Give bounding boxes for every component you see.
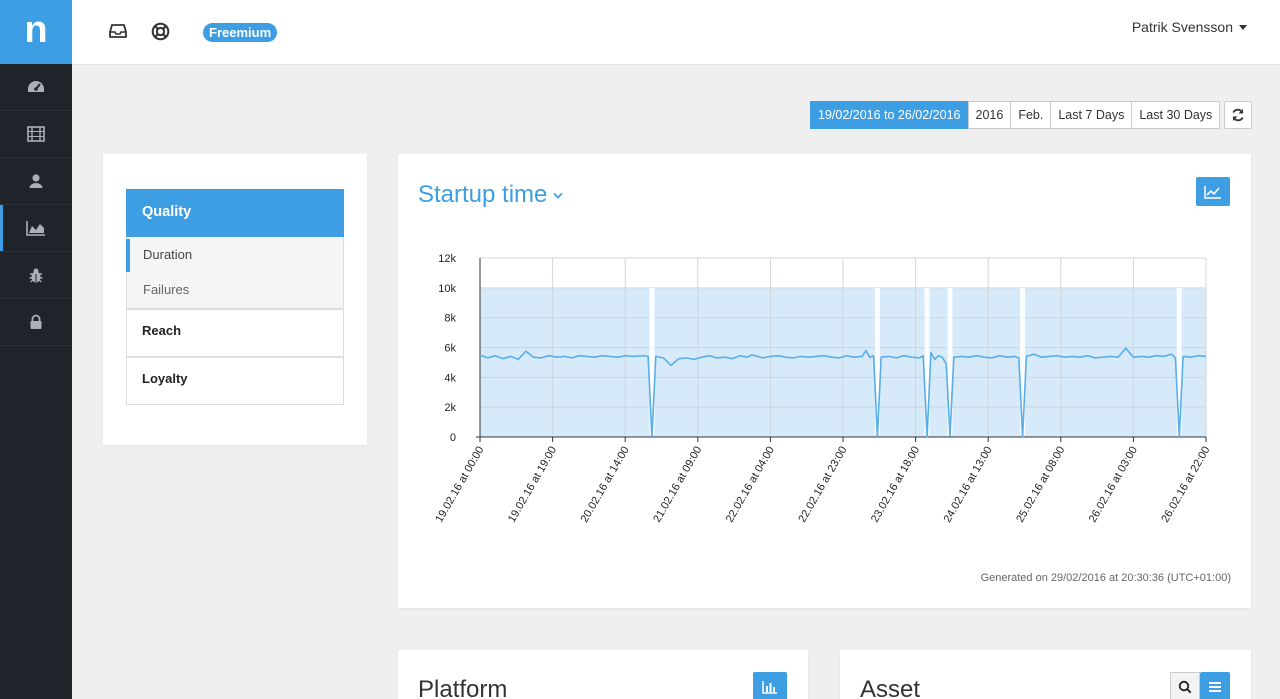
- dashboard-icon: [28, 81, 44, 92]
- date-range-selector: 19/02/2016 to 26/02/2016 2016 Feb. Last …: [810, 101, 1253, 129]
- menu-item-duration[interactable]: Duration: [126, 237, 343, 272]
- range-option-last-7-days[interactable]: Last 7 Days: [1050, 101, 1133, 129]
- x-tick-label: 25.02.16 at 08:00: [1014, 445, 1067, 525]
- y-tick-label: 10k: [438, 283, 456, 295]
- help-button[interactable]: [150, 21, 170, 41]
- inbox-icon: [109, 24, 127, 38]
- search-icon: [1178, 680, 1192, 694]
- x-tick-label: 22.02.16 at 04:00: [724, 445, 777, 525]
- user-name: Patrik Svensson: [1131, 19, 1233, 35]
- x-tick-label: 19.02.16 at 00:00: [433, 445, 486, 525]
- menu-item-failures[interactable]: Failures: [143, 282, 190, 297]
- y-tick-label: 0: [450, 432, 456, 444]
- band-gap: [924, 287, 930, 435]
- y-tick-label: 8k: [444, 313, 456, 325]
- sidebar-item-dashboard[interactable]: [0, 64, 72, 111]
- band-gap: [1176, 287, 1182, 435]
- y-tick-label: 2k: [444, 402, 456, 414]
- chart-title-dropdown[interactable]: Startup time: [418, 181, 564, 209]
- list-icon: [1209, 682, 1221, 692]
- sidebar: n: [0, 0, 72, 699]
- metric-menu-card: Quality Duration Failures Reach Loyalty: [103, 154, 367, 445]
- sidebar-item-media[interactable]: [0, 111, 72, 158]
- startup-time-card: Startup time 0 2k 4k 6k 8k 10k 12k 19.02.16 at …: [398, 154, 1251, 608]
- inbox-button[interactable]: [108, 21, 128, 41]
- lock-icon: [30, 314, 42, 329]
- logo-letter: n: [24, 9, 48, 51]
- film-icon: [27, 126, 45, 142]
- sidebar-item-errors[interactable]: [0, 252, 72, 299]
- y-tick-label: 12k: [438, 253, 456, 265]
- band-gap: [947, 287, 953, 435]
- x-tick-label: 26.02.16 at 22:00: [1159, 445, 1212, 525]
- date-range-active[interactable]: 19/02/2016 to 26/02/2016: [810, 101, 969, 129]
- y-tick-label: 4k: [444, 372, 456, 384]
- generated-timestamp: Generated on 29/02/2016 at 20:30:36 (UTC…: [980, 572, 1231, 584]
- line-chart-icon: [1204, 185, 1221, 199]
- sidebar-item-users[interactable]: [0, 158, 72, 205]
- menu-section-reach[interactable]: Reach: [126, 309, 344, 357]
- chevron-down-icon: [1239, 24, 1247, 30]
- range-option-feb[interactable]: Feb.: [1010, 101, 1052, 129]
- x-tick-label: 26.02.16 at 03:00: [1087, 445, 1140, 525]
- top-bar: Freemium Patrik Svensson: [72, 0, 1280, 65]
- area-chart-icon: [26, 221, 45, 236]
- bug-icon: [29, 268, 43, 283]
- sidebar-item-analytics[interactable]: [0, 205, 72, 252]
- x-tick-label: 23.02.16 at 18:00: [869, 445, 922, 525]
- startup-time-line: [479, 347, 1207, 438]
- x-tick-label: 24.02.16 at 13:00: [942, 445, 995, 525]
- asset-list-button[interactable]: [1200, 672, 1230, 699]
- asset-search-button[interactable]: [1170, 672, 1200, 699]
- plan-badge[interactable]: Freemium: [203, 23, 278, 42]
- x-tick-label: 20.02.16 at 14:00: [579, 445, 632, 525]
- x-tick-label: 19.02.16 at 19:00: [506, 445, 559, 525]
- chart-title: Startup time: [418, 181, 548, 208]
- life-ring-icon: [151, 22, 169, 40]
- menu-section-quality[interactable]: Quality: [126, 189, 344, 237]
- band-gap: [649, 287, 655, 435]
- startup-time-chart: 0 2k 4k 6k 8k 10k 12k 19.02.16 at 00:00 19.02.16…: [433, 253, 1212, 525]
- range-option-2016[interactable]: 2016: [967, 101, 1012, 129]
- platform-chart-button[interactable]: [753, 672, 787, 699]
- quality-submenu: Duration Failures: [126, 237, 344, 309]
- range-option-last-30-days[interactable]: Last 30 Days: [1131, 101, 1221, 129]
- band-gap: [874, 287, 880, 435]
- y-tick-label: 6k: [444, 343, 456, 355]
- refresh-button[interactable]: [1224, 101, 1253, 129]
- user-icon: [29, 174, 43, 188]
- sidebar-item-security[interactable]: [0, 299, 72, 346]
- x-tick-label: 22.02.16 at 23:00: [796, 445, 849, 525]
- user-menu[interactable]: Patrik Svensson: [1132, 19, 1247, 35]
- chart-type-button[interactable]: [1196, 177, 1230, 206]
- x-tick-label: 21.02.16 at 09:00: [651, 445, 704, 525]
- bar-chart-icon: [762, 680, 777, 694]
- chevron-down-icon: [553, 192, 564, 199]
- band-gap: [1020, 287, 1026, 435]
- refresh-icon: [1232, 108, 1244, 122]
- menu-section-loyalty[interactable]: Loyalty: [126, 357, 344, 405]
- platform-card: Platform: [398, 650, 808, 699]
- asset-card: Asset: [840, 650, 1251, 699]
- app-logo[interactable]: n: [0, 0, 72, 64]
- asset-title: Asset: [860, 676, 921, 699]
- platform-title: Platform: [418, 676, 508, 699]
